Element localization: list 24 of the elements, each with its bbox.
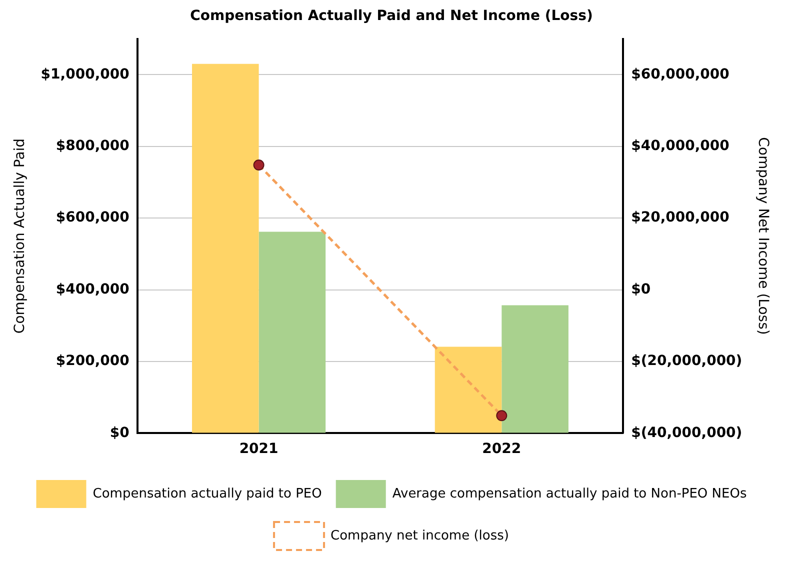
y-tick-label: $0 xyxy=(110,424,130,441)
y-axis-title: Compensation Actually Paid xyxy=(12,138,28,334)
y2-tick-label: $20,000,000 xyxy=(631,210,730,226)
legend-label: Average compensation actually paid to Non-PEO NEOs xyxy=(392,486,747,502)
bar xyxy=(502,305,568,433)
y2-axis-title: Company Net Income (Loss) xyxy=(754,137,771,335)
chart-title: Compensation Actually Paid and Net Income (Loss) xyxy=(190,8,593,24)
y2-tick-label: $0 xyxy=(631,281,651,298)
legend-label: Company net income (loss) xyxy=(330,528,509,544)
bar xyxy=(434,346,502,433)
y2-tick-label: $40,000,000 xyxy=(631,138,730,154)
y2-tick-label: $(40,000,000) xyxy=(631,424,742,441)
y2-tick-label: $60,000,000 xyxy=(631,66,730,82)
x-tick-label: 2021 xyxy=(239,441,278,458)
y-tick-label: $800,000 xyxy=(56,138,130,154)
y2-tick-label: $(20,000,000) xyxy=(631,353,742,370)
legend-label: Compensation actually paid to PEO xyxy=(92,486,322,502)
x-tick-label: 2022 xyxy=(482,441,522,458)
bar xyxy=(192,64,259,433)
y-tick-label: $200,000 xyxy=(56,353,130,370)
bar xyxy=(258,232,326,433)
y-tick-label: $1,000,000 xyxy=(40,66,130,82)
y-tick-label: $400,000 xyxy=(56,281,130,298)
y-tick-label: $600,000 xyxy=(56,210,130,226)
